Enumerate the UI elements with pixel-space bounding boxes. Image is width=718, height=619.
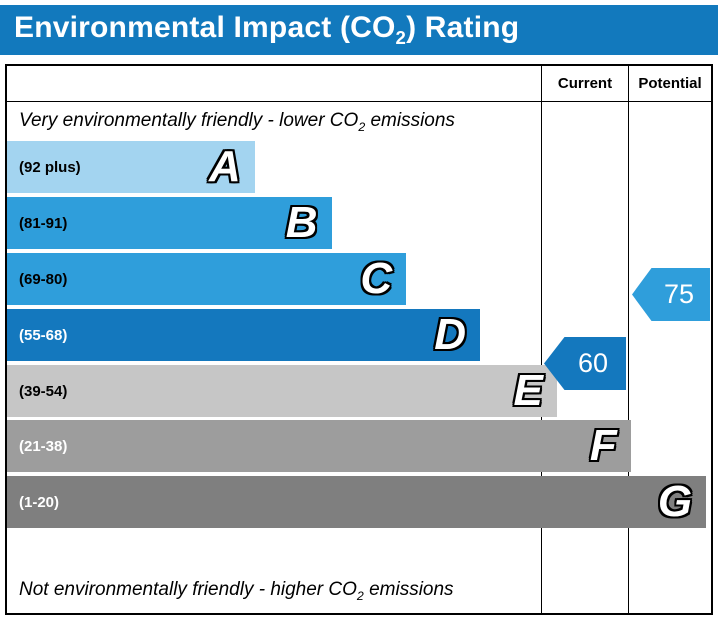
bottom-note-text: Not environmentally friendly - higher CO — [19, 579, 357, 601]
band-range-label: (92 plus) — [19, 158, 81, 176]
top-note-suffix: emissions — [365, 110, 455, 131]
bottom-note-subscript: 2 — [356, 589, 364, 603]
band-row-d: (55-68) D — [7, 309, 481, 361]
potential-column-header: Potential — [638, 75, 702, 92]
bottom-note-suffix: emissions — [363, 579, 454, 601]
band-range-label: (21-38) — [19, 437, 68, 455]
current-value: 60 — [577, 348, 609, 378]
bottom-note: Not environmentally friendly - higher CO… — [19, 579, 454, 603]
current-column-divider — [541, 66, 542, 613]
band-letter: F — [589, 421, 617, 470]
header-row-divider — [7, 101, 711, 102]
band-row-g: (1-20) G — [7, 476, 707, 528]
band-range-label: (69-80) — [19, 270, 68, 288]
top-note-text: Very environmentally friendly - lower CO — [19, 110, 359, 131]
page-title: Environmental Impact (CO2) Rating — [0, 11, 519, 49]
top-note: Very environmentally friendly - lower CO… — [19, 110, 455, 134]
band-range-label: (81-91) — [19, 214, 68, 232]
band-letter: C — [360, 254, 393, 303]
band-row-a: (92 plus) A — [7, 141, 255, 193]
band-range-label: (1-20) — [19, 493, 60, 511]
potential-column-divider — [628, 66, 629, 613]
band-letter: G — [657, 477, 693, 526]
page-title-suffix: ) Rating — [406, 11, 520, 44]
band-letter: D — [434, 310, 467, 359]
band-range-label: (55-68) — [19, 326, 68, 344]
chart-title-banner: Environmental Impact (CO2) Rating — [0, 5, 718, 55]
band-letter: E — [513, 366, 543, 415]
band-letter: B — [285, 198, 318, 247]
band-row-b: (81-91) B — [7, 197, 332, 249]
band-range-label: (39-54) — [19, 382, 68, 400]
page-title-subscript: 2 — [395, 27, 407, 48]
band-letter: A — [209, 142, 241, 191]
potential-arrow: 75 — [632, 268, 710, 321]
current-column-header: Current — [557, 75, 613, 92]
current-arrow: 60 — [544, 337, 626, 390]
band-row-f: (21-38) F — [7, 420, 631, 472]
band-row-e: (39-54) E — [7, 365, 557, 417]
co2-rating-table-inner: Current Potential Very environmentally f… — [7, 66, 711, 613]
page-title-text: Environmental Impact (CO — [14, 11, 396, 44]
top-note-subscript: 2 — [358, 119, 366, 134]
band-row-c: (69-80) C — [7, 253, 407, 305]
potential-value: 75 — [663, 279, 695, 309]
co2-rating-table: Current Potential Very environmentally f… — [5, 64, 713, 615]
